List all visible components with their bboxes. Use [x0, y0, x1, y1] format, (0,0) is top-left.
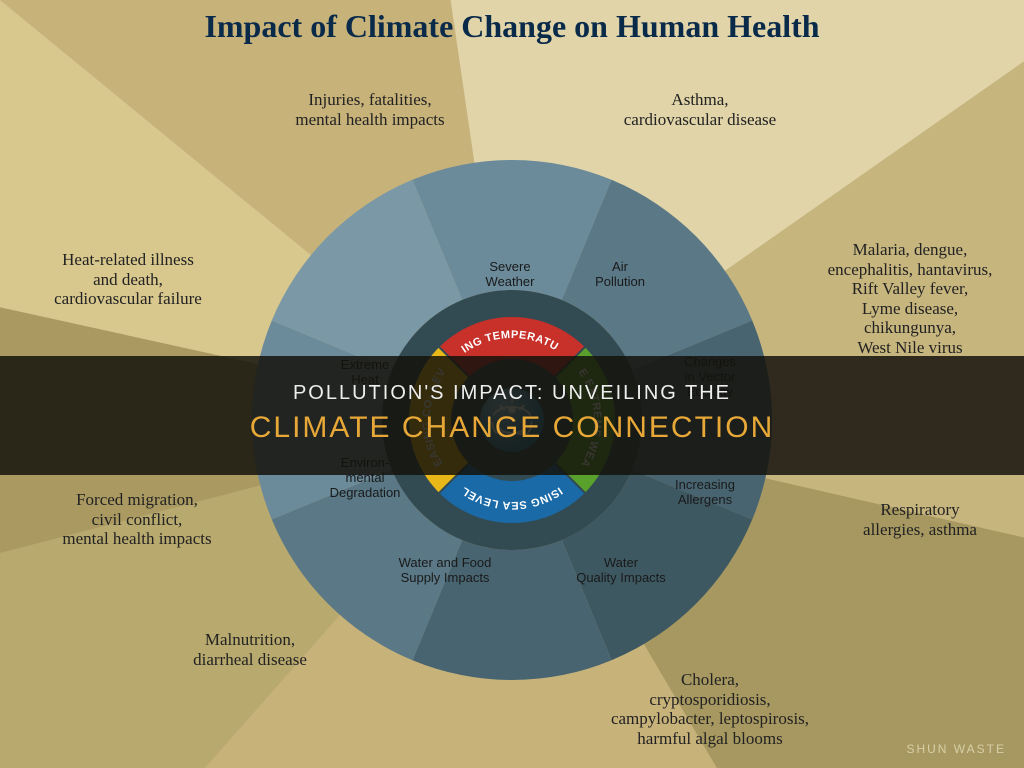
- overlay-line2: CLIMATE CHANGE CONNECTION: [0, 411, 1024, 445]
- mid-label-5: Water and FoodSupply Impacts: [360, 556, 530, 586]
- overlay-line1: POLLUTION'S IMPACT: UNVEILING THE: [0, 382, 1024, 405]
- headline-overlay: POLLUTION'S IMPACT: UNVEILING THE CLIMAT…: [0, 356, 1024, 475]
- mid-label-0: SevereWeather: [450, 260, 570, 290]
- mid-label-4: WaterQuality Impacts: [546, 556, 696, 586]
- outer-label-7: Heat-related illnessand death,cardiovasc…: [8, 250, 248, 309]
- outer-label-5: Malnutrition,diarrheal disease: [130, 630, 370, 669]
- attribution: SHUN WASTE: [906, 742, 1006, 756]
- infographic-stage: Impact of Climate Change on Human Health…: [0, 0, 1024, 768]
- outer-label-1: Asthma,cardiovascular disease: [560, 90, 840, 129]
- outer-label-3: Respiratoryallergies, asthma: [820, 500, 1020, 539]
- outer-label-0: Injuries, fatalities,mental health impac…: [230, 90, 510, 129]
- mid-label-3: IncreasingAllergens: [640, 478, 770, 508]
- outer-label-4: Cholera,cryptosporidiosis,campylobacter,…: [520, 670, 900, 748]
- mid-label-1: AirPollution: [560, 260, 680, 290]
- page-title: Impact of Climate Change on Human Health: [0, 8, 1024, 45]
- outer-label-6: Forced migration,civil conflict,mental h…: [12, 490, 262, 549]
- outer-label-2: Malaria, dengue,encephalitis, hantavirus…: [800, 240, 1020, 357]
